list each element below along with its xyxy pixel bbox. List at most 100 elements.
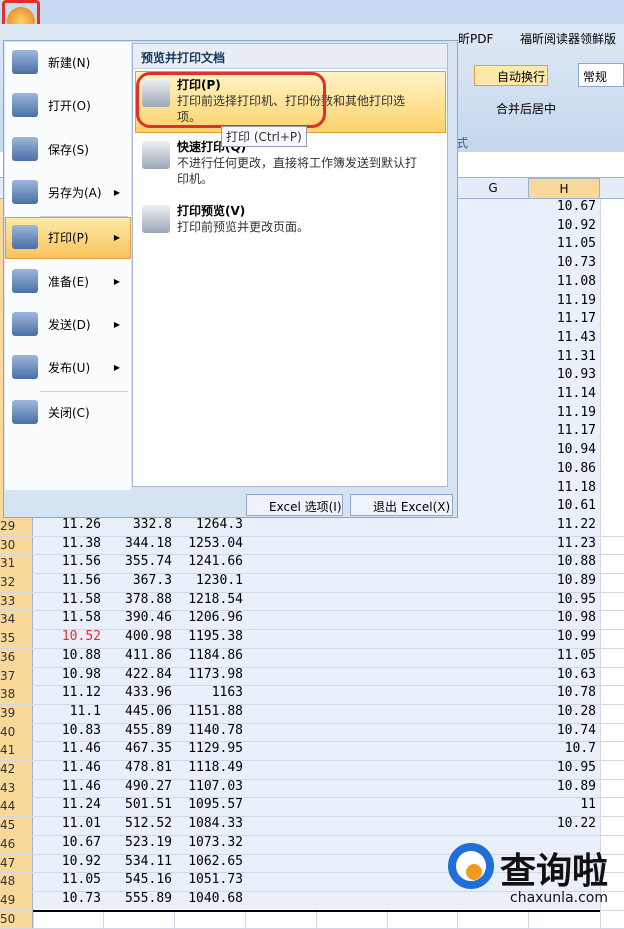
cell: 10.95 [556, 591, 596, 607]
grid-row [0, 872, 624, 874]
cell: 10.78 [556, 685, 596, 701]
cell: 10.63 [556, 666, 596, 682]
grid-row [0, 797, 624, 799]
grid-row [0, 760, 624, 761]
cell: 1184.86 [188, 647, 243, 663]
merge-center-button[interactable]: 合并后居中 [496, 102, 557, 116]
cell: 10.86 [556, 460, 596, 476]
row-number: 35 [0, 631, 16, 646]
cell: 1051.73 [188, 872, 243, 888]
cell: 11.43 [556, 329, 596, 345]
cell: 11.58 [61, 610, 101, 626]
cell: 11.22 [556, 516, 596, 532]
cell: 555.89 [125, 890, 172, 906]
cell: 10.73 [556, 255, 596, 271]
exit-excel-button[interactable]: 退出 Excel(X) [350, 494, 453, 516]
watermark-name: 查询啦 [500, 851, 609, 892]
cell: 367.3 [132, 573, 172, 588]
wrap-text-button[interactable]: 自动换行 [474, 65, 548, 86]
ribbon-tab[interactable]: 福昕阅读器领鲜版 [520, 32, 617, 46]
cell: 10.7 [564, 741, 596, 757]
row-number: 41 [0, 743, 16, 758]
cell: 11.31 [556, 348, 596, 364]
cell: 1195.38 [188, 629, 243, 645]
selection-border [33, 909, 600, 912]
cell: 512.52 [125, 816, 172, 832]
cell: 10.61 [556, 498, 596, 514]
group-label: 式 [456, 136, 469, 150]
cell: 10.92 [556, 217, 596, 233]
cell: 11.46 [61, 778, 101, 794]
row-number: 37 [0, 668, 16, 683]
row-number: 32 [0, 575, 16, 589]
menu-separator [40, 216, 128, 217]
ribbon-tab[interactable]: 昕PDF [458, 32, 494, 46]
watermark-logo [448, 843, 494, 889]
grid-row [0, 853, 624, 855]
cell: 344.18 [125, 535, 172, 551]
cell: 467.35 [125, 741, 172, 757]
menu-item[interactable]: 准备(E) ▶ [8, 261, 128, 301]
cell: 10.95 [556, 760, 596, 775]
row-number: 30 [0, 537, 16, 552]
cell: 10.73 [61, 890, 101, 906]
cell: 10.94 [556, 442, 596, 458]
menu-item[interactable]: 保存(S) [8, 129, 128, 169]
cell: 10.98 [556, 610, 596, 626]
menu-separator [40, 391, 128, 392]
number-format[interactable]: 常规 [578, 63, 624, 87]
row-number: 46 [0, 836, 16, 851]
row-number: 42 [0, 762, 16, 776]
highlight-ellipse [136, 72, 326, 128]
menu-item[interactable]: 新建(N) [8, 42, 128, 82]
cell: 478.81 [125, 760, 172, 775]
cell: 10.67 [61, 834, 101, 850]
cell: 11.46 [61, 741, 101, 757]
cell: 10.92 [61, 853, 101, 869]
column-header: H [528, 178, 600, 199]
row-number: 31 [0, 556, 16, 571]
grid-row [0, 647, 624, 649]
option-icon [142, 205, 170, 233]
menu-item[interactable]: 打开(O) [8, 85, 128, 125]
cell: 11.26 [61, 516, 101, 532]
cell: 455.89 [125, 722, 172, 738]
cell: 1118.49 [188, 760, 243, 775]
grid-row [0, 890, 624, 892]
cell: 523.19 [125, 834, 172, 850]
option-desc: 打印前选择打印机、打印份数和其他打印选项。 [177, 94, 406, 124]
cell: 10.93 [556, 367, 596, 383]
row-number: 50 [0, 911, 16, 926]
cell: 11 [580, 797, 596, 813]
cell: 11.24 [61, 797, 101, 813]
option-title[interactable]: 打印预览(V) [177, 204, 246, 218]
cell: 433.96 [125, 685, 172, 701]
grid-line [600, 199, 601, 929]
cell: 11.1 [69, 703, 101, 719]
menu-item[interactable]: 关闭(C) [8, 392, 128, 432]
cell: 378.88 [125, 591, 172, 607]
grid-row [0, 703, 624, 705]
menu-item[interactable]: 另存为(A) ▶ [8, 172, 128, 212]
excel-options-button[interactable]: Excel 选项(I) [246, 494, 343, 516]
cell: 11.56 [61, 554, 101, 570]
cell: 11.18 [556, 479, 596, 495]
menu-item[interactable]: 打印(P) ▶ [8, 217, 128, 257]
option-hover [135, 71, 446, 133]
menu-item[interactable]: 发布(U) ▶ [8, 347, 128, 387]
cell: 11.19 [556, 292, 596, 308]
cell: 10.89 [556, 573, 596, 588]
cell: 1129.95 [188, 741, 243, 757]
menu-item[interactable]: 发送(D) ▶ [8, 304, 128, 344]
option-title[interactable]: 打印(P) [177, 78, 221, 92]
cell: 11.23 [556, 535, 596, 551]
row-number: 29 [0, 518, 16, 533]
cell: 11.17 [556, 311, 596, 327]
row-number: 49 [0, 892, 16, 907]
cell: 1062.65 [188, 853, 243, 869]
grid-row [0, 722, 624, 724]
cell: 11.46 [61, 760, 101, 775]
cell: 10.89 [556, 778, 596, 794]
grid-row [0, 816, 624, 818]
